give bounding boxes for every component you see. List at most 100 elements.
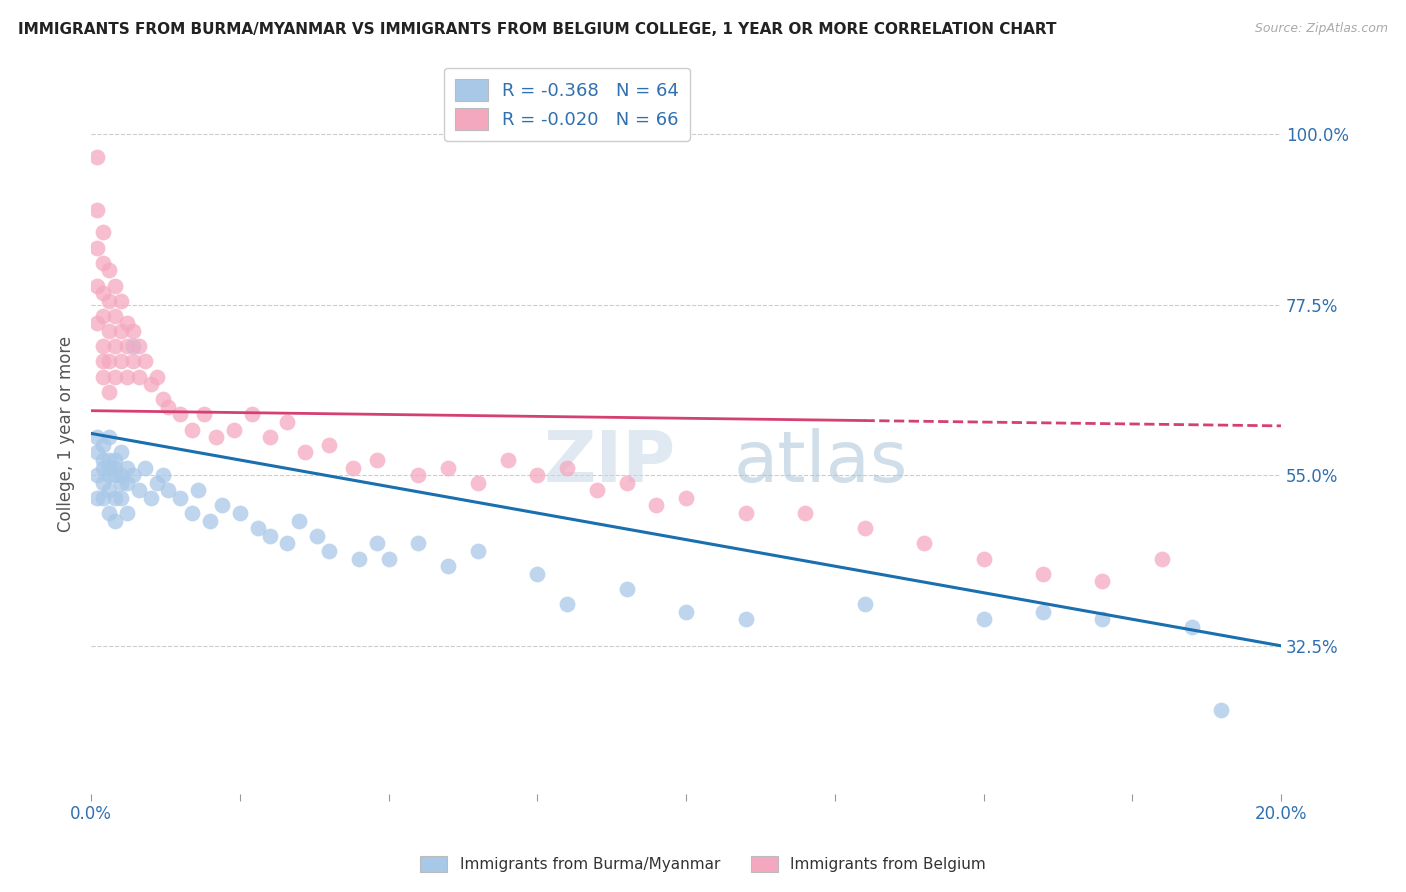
Point xyxy=(912,536,935,550)
Point xyxy=(240,408,263,422)
Point xyxy=(86,445,108,459)
Point xyxy=(259,529,281,543)
Point xyxy=(98,324,121,338)
Point xyxy=(98,460,121,475)
Point xyxy=(1091,574,1114,589)
Point xyxy=(86,468,108,483)
Point xyxy=(169,491,191,505)
Point xyxy=(104,460,127,475)
Point xyxy=(139,491,162,505)
Point xyxy=(437,559,460,574)
Point xyxy=(86,150,108,164)
Point xyxy=(307,529,329,543)
Point xyxy=(104,369,127,384)
Point xyxy=(110,491,132,505)
Point xyxy=(98,354,121,368)
Point xyxy=(246,521,269,535)
Point xyxy=(86,241,108,255)
Point xyxy=(98,293,121,308)
Point xyxy=(734,612,756,626)
Point xyxy=(145,475,167,490)
Point xyxy=(616,475,638,490)
Point xyxy=(152,468,174,483)
Point xyxy=(128,369,150,384)
Legend: R = -0.368   N = 64, R = -0.020   N = 66: R = -0.368 N = 64, R = -0.020 N = 66 xyxy=(444,68,690,141)
Point xyxy=(104,453,127,467)
Point xyxy=(128,483,150,498)
Point xyxy=(91,256,114,270)
Point xyxy=(98,506,121,520)
Point xyxy=(555,460,578,475)
Point xyxy=(110,354,132,368)
Point xyxy=(366,453,388,467)
Text: Source: ZipAtlas.com: Source: ZipAtlas.com xyxy=(1254,22,1388,36)
Point xyxy=(91,339,114,353)
Point xyxy=(408,536,430,550)
Point xyxy=(104,309,127,323)
Point xyxy=(157,483,180,498)
Point xyxy=(211,499,233,513)
Point xyxy=(347,551,370,566)
Point xyxy=(110,468,132,483)
Point xyxy=(110,445,132,459)
Point xyxy=(104,339,127,353)
Point xyxy=(121,354,143,368)
Point xyxy=(616,582,638,596)
Point xyxy=(157,400,180,414)
Point xyxy=(377,551,399,566)
Point xyxy=(86,202,108,217)
Point xyxy=(294,445,316,459)
Point xyxy=(91,286,114,301)
Point xyxy=(437,460,460,475)
Point xyxy=(91,226,114,240)
Point xyxy=(366,536,388,550)
Point xyxy=(86,491,108,505)
Point xyxy=(229,506,252,520)
Point xyxy=(86,430,108,444)
Point xyxy=(496,453,519,467)
Point xyxy=(110,293,132,308)
Point xyxy=(973,612,995,626)
Point xyxy=(104,491,127,505)
Point xyxy=(205,430,228,444)
Legend: Immigrants from Burma/Myanmar, Immigrants from Belgium: Immigrants from Burma/Myanmar, Immigrant… xyxy=(412,848,994,880)
Point xyxy=(110,475,132,490)
Text: IMMIGRANTS FROM BURMA/MYANMAR VS IMMIGRANTS FROM BELGIUM COLLEGE, 1 YEAR OR MORE: IMMIGRANTS FROM BURMA/MYANMAR VS IMMIGRA… xyxy=(18,22,1057,37)
Point xyxy=(91,475,114,490)
Point xyxy=(98,483,121,498)
Point xyxy=(526,468,548,483)
Point xyxy=(276,536,298,550)
Point xyxy=(134,460,156,475)
Y-axis label: College, 1 year or more: College, 1 year or more xyxy=(58,335,75,532)
Point xyxy=(181,506,204,520)
Point xyxy=(121,468,143,483)
Point xyxy=(115,506,138,520)
Point xyxy=(222,423,245,437)
Point xyxy=(110,324,132,338)
Point xyxy=(115,475,138,490)
Point xyxy=(98,384,121,399)
Point xyxy=(121,324,143,338)
Point xyxy=(734,506,756,520)
Point xyxy=(115,460,138,475)
Point xyxy=(91,369,114,384)
Point xyxy=(91,354,114,368)
Point xyxy=(1211,703,1233,717)
Point xyxy=(86,278,108,293)
Point xyxy=(91,491,114,505)
Point xyxy=(86,317,108,331)
Point xyxy=(794,506,817,520)
Point xyxy=(973,551,995,566)
Point xyxy=(198,514,221,528)
Point xyxy=(1032,566,1054,581)
Point xyxy=(555,597,578,611)
Point xyxy=(104,278,127,293)
Point xyxy=(91,309,114,323)
Text: atlas: atlas xyxy=(734,428,908,497)
Point xyxy=(98,453,121,467)
Point xyxy=(276,415,298,429)
Point xyxy=(115,369,138,384)
Point xyxy=(1091,612,1114,626)
Point xyxy=(91,453,114,467)
Point xyxy=(645,499,668,513)
